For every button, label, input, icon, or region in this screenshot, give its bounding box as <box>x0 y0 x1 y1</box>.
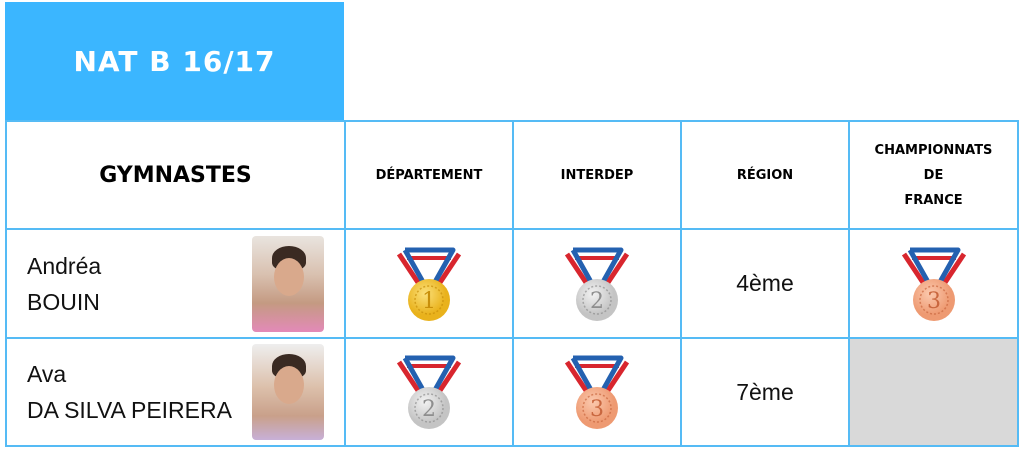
medal-cell: 3 <box>848 228 1019 339</box>
medal-cell: 2 <box>512 228 682 339</box>
header-gymnastes: GYMNASTES <box>5 120 346 230</box>
silver-medal-icon: 2 <box>396 355 462 429</box>
medal-cell: 1 <box>344 228 514 339</box>
region-rank: 4ème <box>680 228 850 339</box>
empty-cell <box>848 337 1019 447</box>
gymnast-photo <box>252 344 324 440</box>
gymnast-cell: Ava DA SILVA PEIRERA <box>5 337 346 447</box>
bronze-medal-icon: 3 <box>901 247 966 321</box>
first-name: Andréa <box>27 252 102 279</box>
header-region: RÉGION <box>680 120 850 230</box>
header-line: CHAMPIONNATS <box>874 142 993 158</box>
svg-text:3: 3 <box>590 397 604 422</box>
svg-text:3: 3 <box>927 289 941 314</box>
header-line: DE <box>923 167 944 183</box>
medal-cell: 3 <box>512 337 682 447</box>
svg-text:2: 2 <box>422 397 436 422</box>
svg-text:1: 1 <box>422 289 436 314</box>
svg-text:2: 2 <box>590 289 604 314</box>
header-line: FRANCE <box>904 192 963 208</box>
medal-cell: 2 <box>344 337 514 447</box>
gold-medal-icon: 1 <box>396 247 462 321</box>
first-name: Ava <box>27 361 67 387</box>
header-championnats-de-france: CHAMPIONNATS DE FRANCE <box>848 120 1019 230</box>
last-name: BOUIN <box>27 288 100 315</box>
region-rank: 7ème <box>680 337 850 447</box>
gymnast-photo <box>252 235 324 332</box>
table-title: NAT B 16/17 <box>5 2 344 121</box>
header-interdep: INTERDEP <box>512 120 682 230</box>
silver-medal-icon: 2 <box>564 247 630 321</box>
gymnast-cell: Andréa BOUIN <box>5 228 346 339</box>
bronze-medal-icon: 3 <box>564 355 630 429</box>
header-departement: DÉPARTEMENT <box>344 120 514 230</box>
last-name: DA SILVA PEIRERA <box>27 397 232 423</box>
